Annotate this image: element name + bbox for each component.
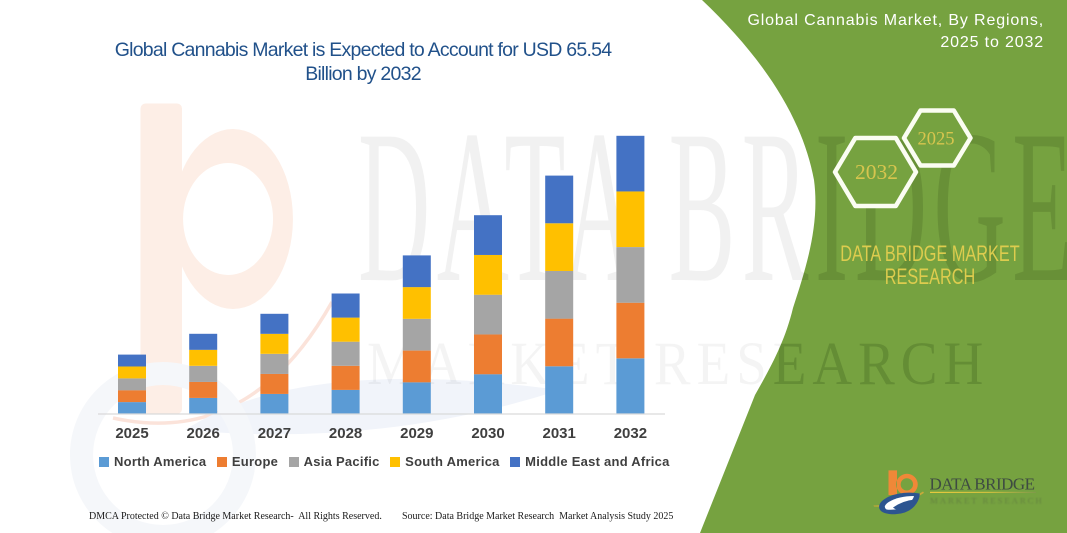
svg-text:2027: 2027 — [258, 425, 291, 442]
svg-text:2032: 2032 — [614, 425, 647, 442]
svg-text:2025: 2025 — [918, 130, 955, 150]
svg-text:2026: 2026 — [187, 425, 220, 442]
svg-text:2032: 2032 — [855, 160, 898, 184]
svg-text:2031: 2031 — [543, 425, 576, 442]
svg-text:MARKET RESEARCH: MARKET RESEARCH — [367, 329, 989, 397]
svg-text:2028: 2028 — [329, 425, 362, 442]
svg-text:2025: 2025 — [115, 425, 148, 442]
svg-text:DATA BRIDGE: DATA BRIDGE — [930, 475, 1035, 494]
svg-text:2029: 2029 — [400, 425, 433, 442]
svg-text:MARKET RESEARCH: MARKET RESEARCH — [930, 496, 1044, 506]
svg-text:2030: 2030 — [471, 425, 504, 442]
